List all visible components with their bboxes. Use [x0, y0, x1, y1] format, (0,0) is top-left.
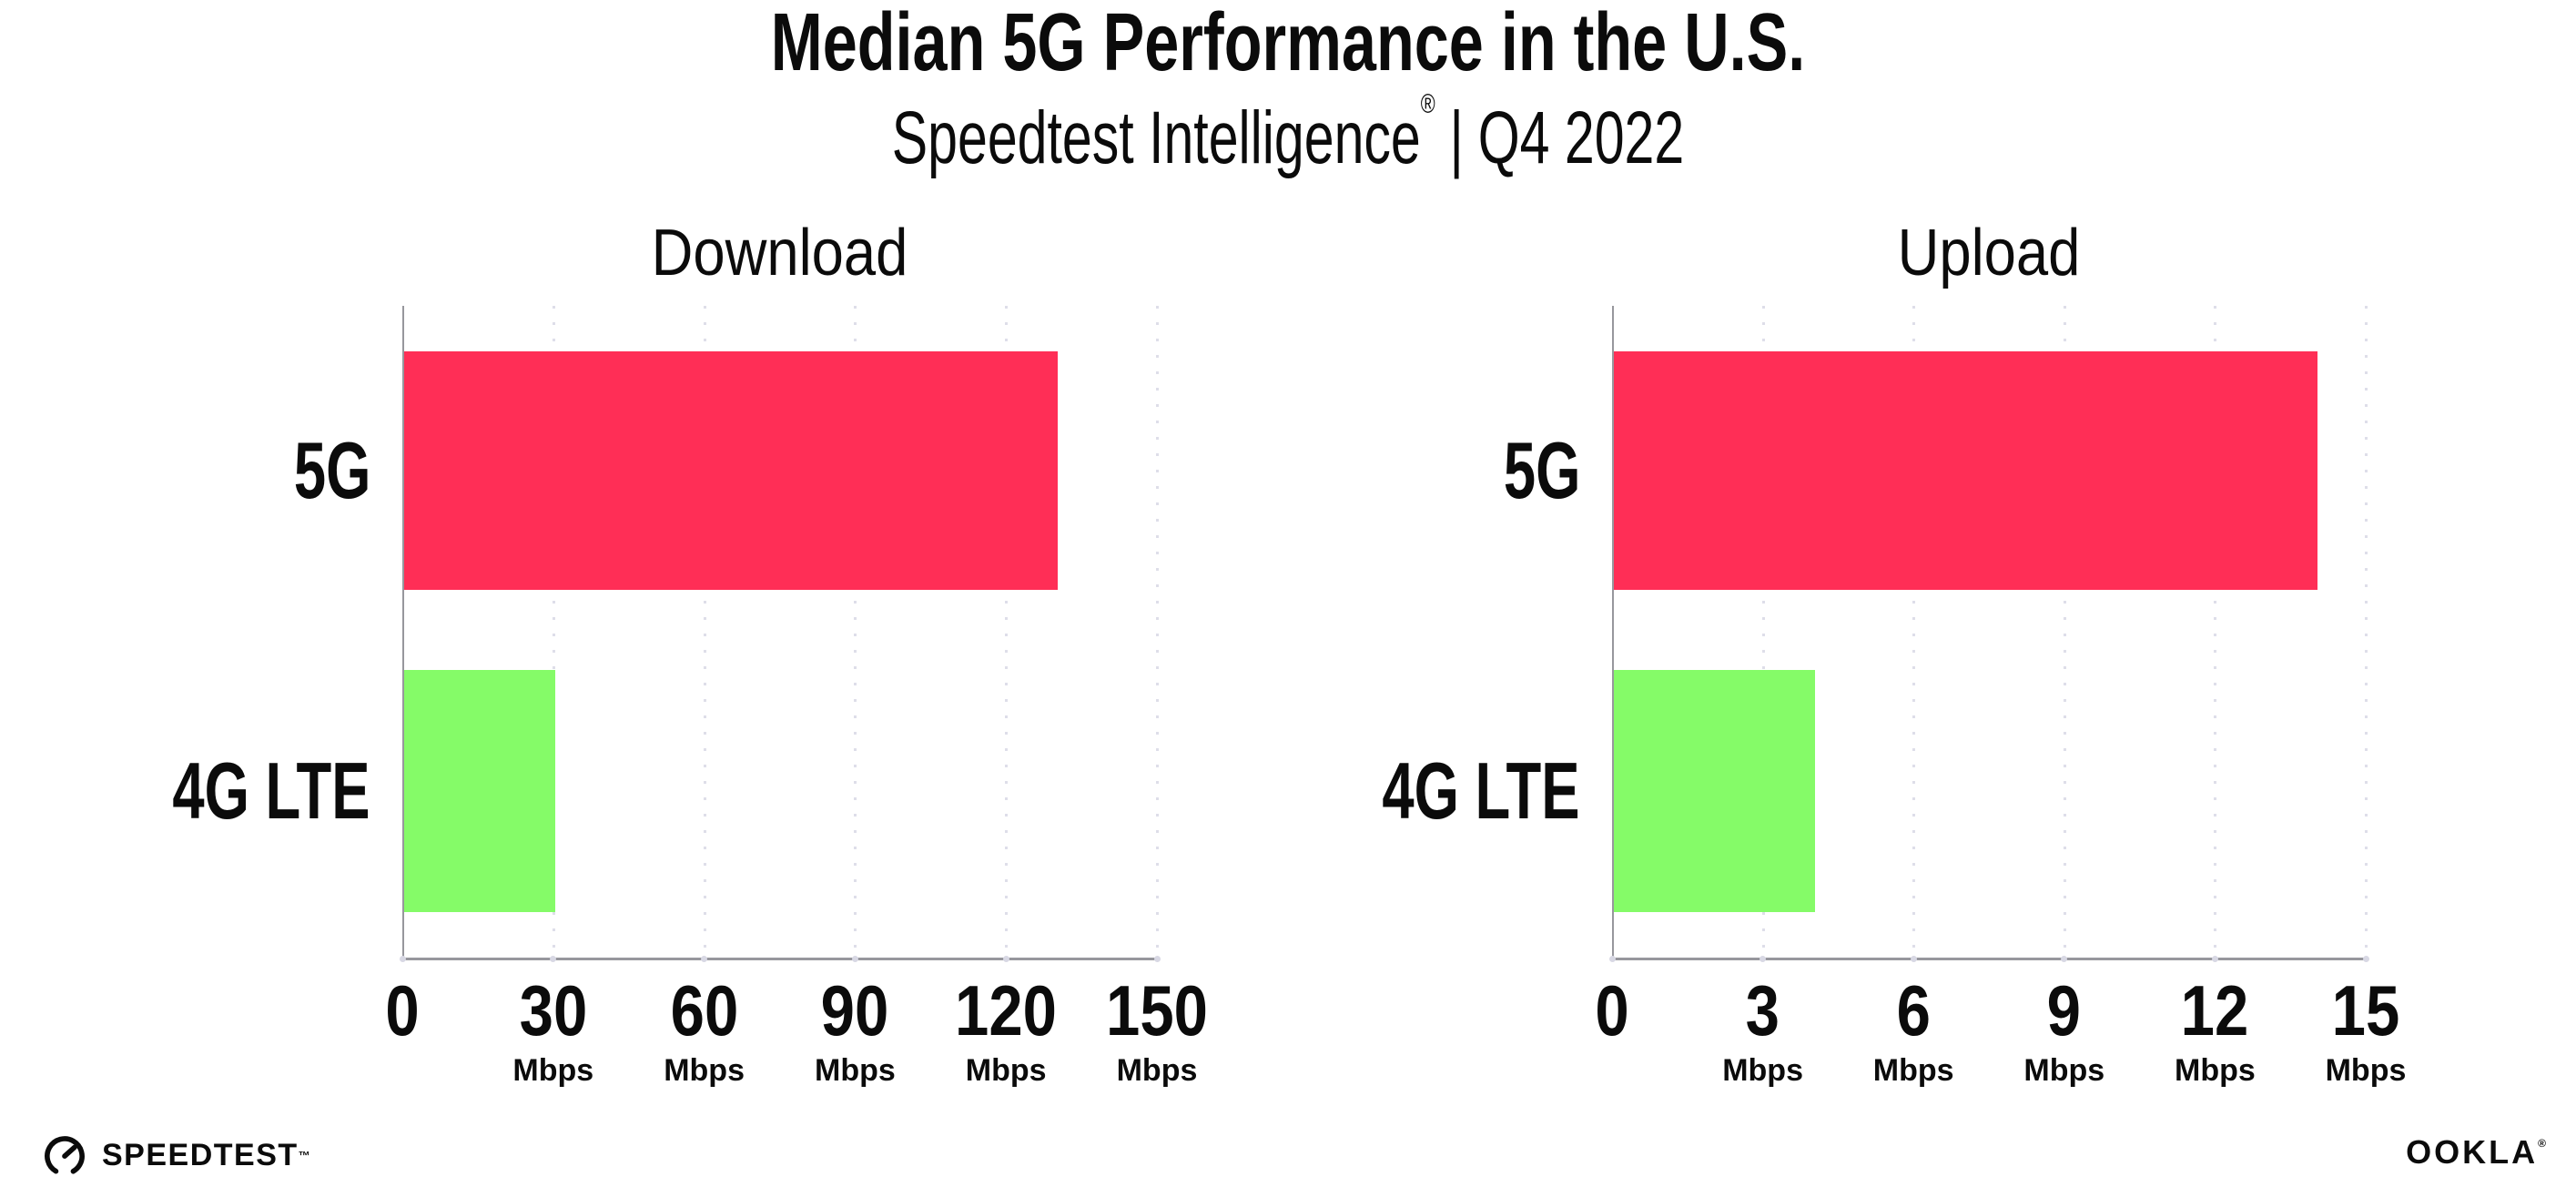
axis-tick-dot-12-upload: [2211, 956, 2218, 962]
registered-mark: ®: [1420, 89, 1435, 119]
gridline-15mbps-upload: [2365, 306, 2368, 959]
y-axis-upload: [1612, 306, 1614, 959]
tick-unit: Mbps: [2325, 1053, 2407, 1088]
gridline-90mbps-download: [854, 306, 857, 959]
tick-unit: Mbps: [1722, 1053, 1803, 1088]
tick-label-90-download: 90 Mbps: [815, 975, 896, 1086]
gridline-150mbps-download: [1156, 306, 1159, 959]
tick-unit: Mbps: [2175, 1053, 2256, 1088]
tick-label-12-upload: 12 Mbps: [2175, 975, 2256, 1086]
page-title: Median 5G Performance in the U.S.: [770, 0, 1806, 88]
gridline-120mbps-download: [1005, 306, 1009, 959]
speedtest-wordmark: SPEEDTEST: [102, 1138, 299, 1172]
axis-tick-dot-9-upload: [2061, 956, 2068, 962]
plot-area-download: [399, 306, 1161, 962]
subtitle-separator: |: [1449, 96, 1464, 179]
axis-tick-dot-60-download: [701, 956, 708, 962]
category-label-5g-download: 5G: [20, 425, 370, 516]
axis-tick-dot-0-upload: [1608, 956, 1616, 962]
tick-unit: Mbps: [664, 1053, 745, 1088]
tick-value: 0: [385, 970, 420, 1050]
bar-4g-lte-download: [404, 670, 555, 912]
tick-value: 30: [519, 970, 588, 1050]
tick-label-9-upload: 9 Mbps: [2023, 975, 2104, 1086]
subtitle-period: Q4 2022: [1477, 96, 1685, 179]
tick-value: 9: [2047, 970, 2082, 1050]
tick-value: 150: [1106, 970, 1208, 1050]
tick-value: 60: [670, 970, 738, 1050]
tick-label-0-download: 0: [382, 975, 421, 1046]
tick-value: 3: [1745, 970, 1780, 1050]
category-label-text: 4G LTE: [172, 746, 370, 836]
subtitle-brand: Speedtest Intelligence: [891, 96, 1421, 179]
bar-4g-lte-upload: [1614, 670, 1815, 912]
axis-tick-dot-6-upload: [1910, 956, 1917, 962]
gridline-6mbps-upload: [1912, 306, 1916, 959]
category-label-5g-upload: 5G: [1230, 425, 1580, 516]
axis-tick-dot-30-download: [550, 956, 557, 962]
speedtest-gauge-icon: [45, 1136, 85, 1177]
tick-unit: Mbps: [815, 1053, 896, 1088]
bar-5g-upload: [1614, 351, 2317, 590]
gridline-9mbps-upload: [2063, 306, 2066, 959]
tick-unit: Mbps: [1872, 1053, 1954, 1088]
tick-unit: Mbps: [2023, 1053, 2105, 1088]
category-label-4g-lte-download: 4G LTE: [20, 746, 370, 837]
tick-value: 0: [1595, 970, 1629, 1050]
plot-area-upload: [1608, 306, 2369, 962]
tick-value: 90: [821, 970, 889, 1050]
axis-tick-dot-90-download: [851, 956, 858, 962]
tick-label-3-upload: 3 Mbps: [1722, 975, 1803, 1086]
tick-label-6-upload: 6 Mbps: [1873, 975, 1954, 1086]
chart-title-upload: Upload: [1897, 217, 2081, 289]
ookla-registered-mark: ®: [2538, 1137, 2549, 1150]
trademark-symbol: ™: [298, 1148, 310, 1162]
chart-title-download: Download: [651, 217, 908, 289]
axis-tick-dot-15-upload: [2362, 956, 2369, 962]
tick-label-0-upload: 0: [1592, 975, 1631, 1046]
x-axis-upload: [1612, 958, 2366, 960]
ookla-wordmark: OOKLA: [2406, 1133, 2539, 1171]
page-subtitle: Speedtest Intelligence® | Q4 2022: [360, 89, 2216, 179]
bar-5g-download: [404, 351, 1059, 590]
gridline-30mbps-download: [552, 306, 555, 959]
axis-tick-dot-120-download: [1002, 956, 1009, 962]
gridline-12mbps-upload: [2214, 306, 2217, 959]
axis-tick-dot-150-download: [1153, 956, 1161, 962]
tick-label-150-download: 150 Mbps: [1098, 975, 1216, 1086]
category-label-text: 4G LTE: [1382, 746, 1580, 836]
tick-value: 12: [2181, 970, 2249, 1050]
axis-tick-dot-0-download: [399, 956, 406, 962]
tick-value: 120: [955, 970, 1058, 1050]
tick-label-120-download: 120 Mbps: [947, 975, 1065, 1086]
tick-unit: Mbps: [965, 1053, 1047, 1088]
tick-value: 15: [2331, 970, 2400, 1050]
category-label-text: 5G: [293, 425, 370, 515]
ookla-logo: OOKLA®: [2406, 1136, 2549, 1169]
category-label-4g-lte-upload: 4G LTE: [1230, 746, 1580, 837]
x-axis-download: [402, 958, 1157, 960]
speedtest-logo: SPEEDTEST ™: [40, 1131, 310, 1180]
gridline-60mbps-download: [703, 306, 706, 959]
tick-unit: Mbps: [512, 1053, 594, 1088]
tick-label-30-download: 30 Mbps: [512, 975, 593, 1086]
axis-tick-dot-3-upload: [1760, 956, 1767, 962]
tick-unit: Mbps: [1116, 1053, 1198, 1088]
tick-label-15-upload: 15 Mbps: [2326, 975, 2407, 1086]
gridline-3mbps-upload: [1761, 306, 1765, 959]
tick-value: 6: [1896, 970, 1931, 1050]
category-label-text: 5G: [1503, 425, 1580, 515]
tick-label-60-download: 60 Mbps: [664, 975, 745, 1086]
y-axis-download: [402, 306, 404, 959]
